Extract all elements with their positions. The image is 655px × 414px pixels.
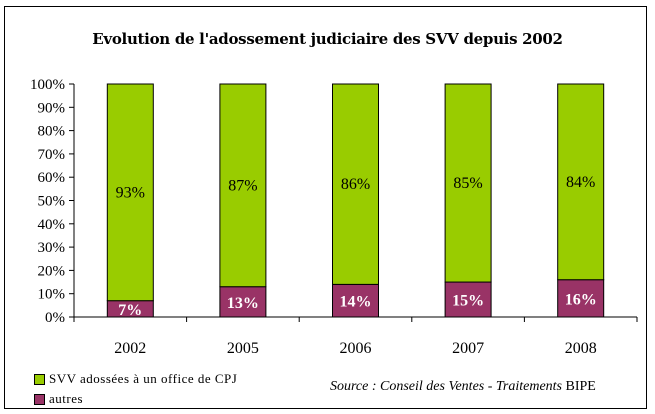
data-label-autres: 16% [565,291,597,308]
y-tick-label: 50% [38,194,66,210]
bar-segment-svv [444,83,492,283]
bar-segment-svv [332,83,379,285]
bar-segment-svv [219,83,267,288]
source-italic: Source : Conseil des Ventes - Traitement… [330,379,563,394]
x-tick-label: 2002 [114,340,146,357]
y-tick-label: 30% [38,240,66,256]
legend-label-autres: autres [49,391,84,406]
data-label-svv: 93% [116,184,145,201]
legend-item-svv: SVV adossées à un office de CPJ [34,371,237,387]
data-label-svv: 86% [341,176,370,193]
bar-segment-autres [557,279,605,318]
source-normal: BIPE [565,379,596,394]
data-label-svv: 84% [566,174,595,191]
y-tick-label: 90% [38,100,66,116]
x-tick-label: 2007 [452,340,484,357]
y-tick-label: 10% [38,287,66,303]
data-label-autres: 15% [452,293,484,310]
legend-label-svv: SVV adossées à un office de CPJ [49,371,238,386]
x-tick-label: 2005 [227,340,259,357]
y-tick-label: 20% [38,263,66,279]
data-label-autres: 14% [340,294,372,311]
y-tick-label: 80% [38,124,66,140]
x-tick-label: 2006 [340,340,372,357]
data-label-svv: 87% [228,177,257,194]
y-tick-label: 100% [30,77,65,93]
x-tick-label: 2008 [565,340,597,357]
bar-segment-svv [557,83,605,281]
source-note: Source : Conseil des Ventes - Traitement… [330,379,596,395]
data-label-svv: 85% [453,175,482,192]
legend-swatch-svv [34,373,45,385]
chart-title: Evolution de l'adossement judiciaire des… [92,30,563,48]
y-tick-label: 0% [45,310,65,326]
y-tick-label: 60% [38,170,66,186]
data-label-autres: 13% [227,295,259,312]
legend-item-autres: autres [34,391,83,407]
legend-swatch-autres [34,393,45,405]
data-label-autres: 7% [118,302,142,319]
bar-segment-autres [219,286,267,318]
y-tick-label: 40% [38,217,66,233]
bar-segment-svv [106,83,154,302]
y-tick-label: 70% [38,147,66,163]
